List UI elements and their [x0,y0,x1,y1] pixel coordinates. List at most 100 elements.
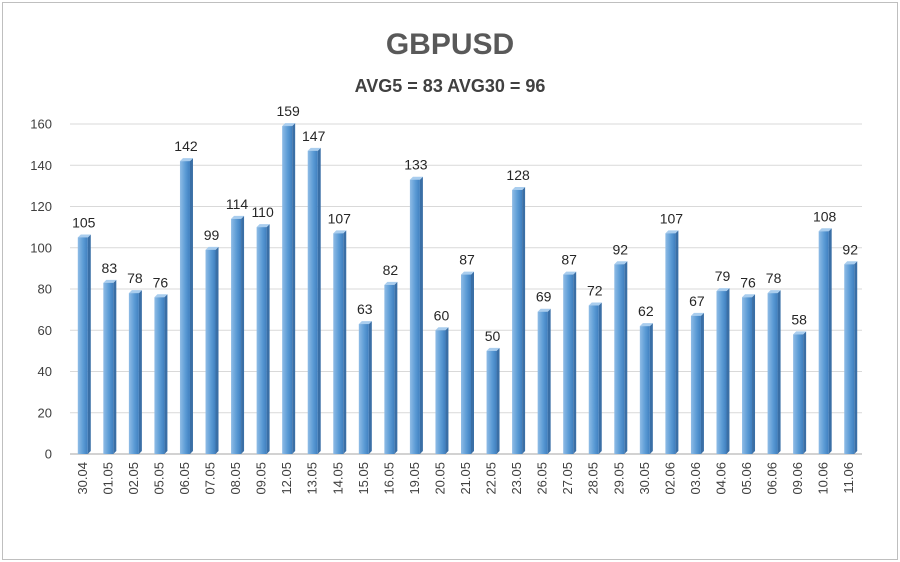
bar-top [614,261,628,265]
bar-side [113,279,117,454]
x-tick-label: 03.06 [688,462,703,495]
data-label: 76 [153,274,169,290]
bar-face [767,293,778,454]
bar [409,176,423,454]
bar-top [384,281,398,285]
bar-side [215,246,219,454]
bar [639,323,653,454]
bar [256,224,270,454]
data-label: 83 [102,260,118,276]
bar-face [154,297,165,454]
data-label: 50 [485,328,501,344]
bar-side [394,281,398,454]
bar-top [793,331,807,335]
y-tick-label: 160 [30,117,52,132]
bar-side [138,290,142,454]
y-tick-label: 0 [45,447,52,462]
bars [77,123,858,454]
bar [179,158,193,454]
x-tick-label: 11.06 [841,462,856,494]
bar [844,261,858,454]
y-axis: 0 20 40 60 80 100 120 140 160 [30,117,52,462]
bar [128,290,142,454]
bar [384,281,398,454]
bar-top [690,312,704,316]
bar-face [231,218,242,454]
bar-side [496,347,500,454]
bar-side [752,294,756,454]
bar-side [598,302,602,454]
bar-side [522,187,526,454]
bar-face [614,264,625,454]
bar-top [767,290,781,294]
x-tick-label: 20.05 [432,462,447,495]
bar-face [333,233,344,454]
y-tick-label: 120 [30,199,52,214]
x-tick-label: 09.05 [254,462,269,495]
x-tick-label: 28.05 [586,462,601,495]
data-label: 92 [842,241,858,257]
x-tick-label: 30.05 [637,462,652,495]
bar-side [419,176,423,454]
x-tick-label: 14.05 [330,462,345,495]
bar-face [563,274,574,454]
bar [690,312,704,454]
bar-side [241,215,245,454]
x-tick-label: 30.04 [75,462,90,495]
bar-top [409,176,423,180]
x-tick-label: 16.05 [381,462,396,495]
bar [767,290,781,454]
x-tick-label: 04.06 [713,462,728,495]
bar-face [665,233,676,454]
bar-side [573,271,577,454]
bar-face [256,227,267,454]
bar-face [844,264,855,454]
bar-top [563,271,577,275]
bar-face [307,150,318,454]
bar-face [409,179,420,454]
bar-side [828,228,832,454]
bar [435,327,449,454]
data-label: 78 [766,270,782,286]
x-tick-label: 05.05 [151,462,166,495]
bar [486,347,500,454]
bar-top [818,228,832,232]
bar-face [742,297,753,454]
data-label: 105 [72,214,96,230]
bar-face [205,249,216,454]
bar [282,123,296,454]
y-tick-label: 40 [38,364,52,379]
x-tick-label: 15.05 [356,462,371,495]
x-tick-label: 02.05 [126,462,141,495]
bar [154,294,168,454]
chart-subtitle: AVG5 = 83 AVG30 = 96 [354,76,546,96]
bar-side [164,294,168,454]
bar [818,228,832,454]
x-tick-label: 08.05 [228,462,243,495]
data-label: 87 [459,252,475,268]
x-tick-label: 29.05 [611,462,626,495]
bar-top [742,294,756,298]
bar-side [317,147,321,454]
y-tick-label: 140 [30,158,52,173]
bar-top [231,215,245,219]
bar-top [205,246,219,250]
data-label: 108 [813,208,837,224]
bar-top [77,234,91,238]
bar-face [716,291,727,454]
bar [333,230,347,454]
bar-side [624,261,628,454]
bar-top [716,288,730,292]
bar-top [588,302,602,306]
bar-face [77,237,88,454]
data-label: 62 [638,303,654,319]
data-label: 87 [561,252,577,268]
bar [231,215,245,454]
data-label: 142 [174,138,198,154]
bar-side [675,230,679,454]
x-tick-label: 13.05 [305,462,320,495]
bar [742,294,756,454]
bar-face [588,305,599,454]
bar-side [803,331,807,454]
